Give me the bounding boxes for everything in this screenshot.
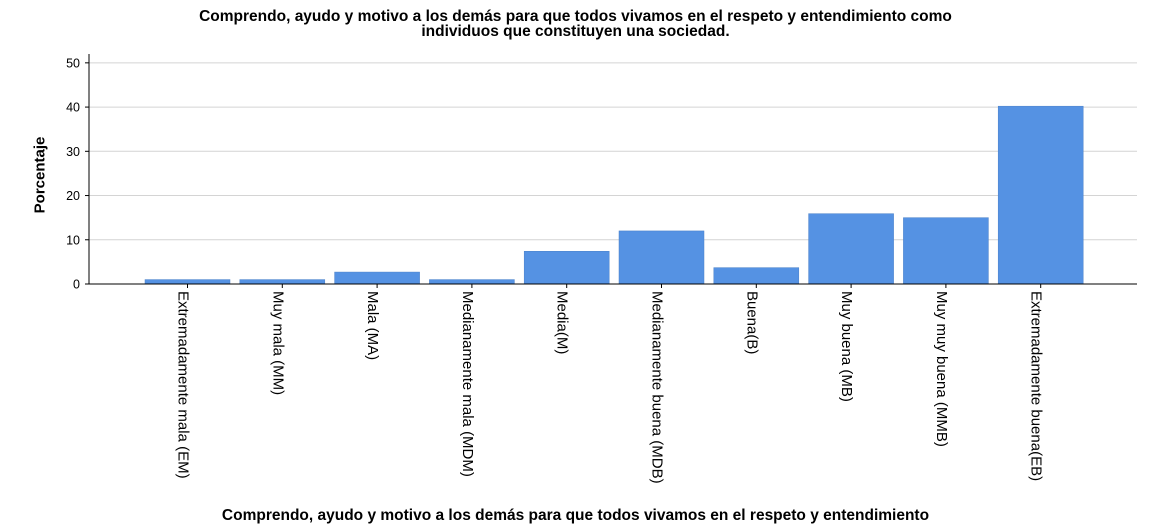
bar bbox=[523, 251, 610, 285]
x-tick-label: Muy muy buena (MMB) bbox=[933, 291, 950, 447]
x-tick-label: Muy buena (MB) bbox=[838, 291, 855, 402]
x-tick-label: Medianamente mala (MDM) bbox=[459, 291, 476, 477]
x-tick-label: Extremadamente mala (EM) bbox=[175, 291, 192, 479]
y-axis-label: Porcentaje bbox=[31, 136, 49, 214]
y-tick-label: 40 bbox=[66, 101, 80, 115]
bar bbox=[239, 279, 326, 285]
x-tick-label: Muy mala (MM) bbox=[269, 291, 286, 395]
bar bbox=[618, 230, 705, 285]
x-tick-label: Media(M) bbox=[554, 291, 571, 354]
bar bbox=[713, 267, 800, 285]
x-tick-label: Mala (MA) bbox=[364, 291, 381, 360]
y-tick-label: 30 bbox=[66, 145, 80, 159]
x-tick-label: Extremadamente buena(EB) bbox=[1028, 291, 1045, 481]
y-tick-label: 50 bbox=[66, 56, 80, 70]
x-axis-label: Comprendo, ayudo y motivo a los demás pa… bbox=[221, 507, 930, 524]
chart-title-line-1: Comprendo, ayudo y motivo a los demás pa… bbox=[199, 8, 952, 25]
x-tick-label: Medianamente buena (MDB) bbox=[649, 291, 666, 484]
y-tick-label: 20 bbox=[66, 189, 80, 203]
y-tick-label: 10 bbox=[66, 233, 80, 247]
bar bbox=[808, 213, 894, 285]
bar bbox=[903, 217, 989, 285]
bar bbox=[144, 279, 231, 285]
chart-title-line-2: individuos que constituyen una sociedad. bbox=[421, 23, 730, 40]
y-tick-label: 0 bbox=[73, 278, 80, 292]
bar bbox=[997, 105, 1084, 285]
bar bbox=[334, 271, 420, 285]
chart-title: Comprendo, ayudo y motivo a los demás pa… bbox=[0, 8, 1151, 40]
x-tick-label: Buena(B) bbox=[743, 291, 760, 354]
bar bbox=[429, 279, 515, 285]
